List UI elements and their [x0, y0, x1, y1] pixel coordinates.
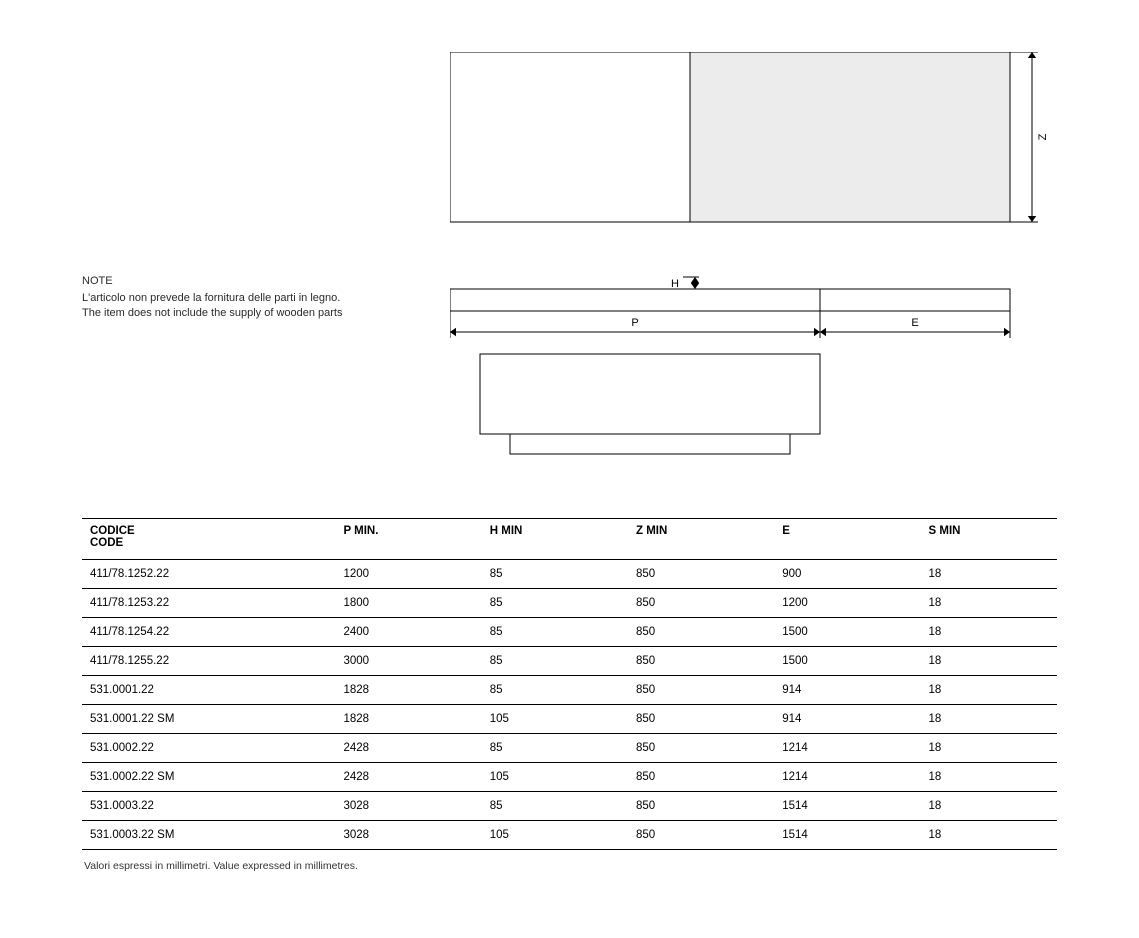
table-cell: 1500: [774, 618, 920, 647]
col-header-0: CODICECODE: [82, 519, 336, 560]
table-footnote: Valori espressi in millimetri. Value exp…: [82, 860, 1057, 872]
table-cell: 1214: [774, 763, 920, 792]
col-header-5: S MIN: [921, 519, 1058, 560]
table-cell: 2400: [336, 618, 482, 647]
note-line-en: The item does not include the supply of …: [82, 306, 343, 321]
table-cell: 2428: [336, 734, 482, 763]
table-cell: 531.0003.22 SM: [82, 821, 336, 850]
table-cell: 18: [921, 647, 1058, 676]
table-row: 411/78.1254.22240085850150018: [82, 618, 1057, 647]
table-row: 531.0002.22 SM2428105850121418: [82, 763, 1057, 792]
table-row: 531.0001.2218288585091418: [82, 676, 1057, 705]
table-cell: 900: [774, 560, 920, 589]
technical-diagram: Z H P E: [450, 52, 1070, 457]
table-cell: 531.0002.22 SM: [82, 763, 336, 792]
table-row: 531.0001.22 SM182810585091418: [82, 705, 1057, 734]
table-cell: 1200: [336, 560, 482, 589]
table-row: 411/78.1255.22300085850150018: [82, 647, 1057, 676]
table-cell: 531.0001.22: [82, 676, 336, 705]
table-cell: 85: [482, 560, 628, 589]
table-cell: 850: [628, 792, 774, 821]
table-cell: 850: [628, 821, 774, 850]
table-cell: 1500: [774, 647, 920, 676]
table-cell: 1514: [774, 792, 920, 821]
col-header-2: H MIN: [482, 519, 628, 560]
note-heading: NOTE: [82, 274, 343, 289]
table-cell: 18: [921, 705, 1058, 734]
spec-table-head: CODICECODEP MIN.H MINZ MINES MIN: [82, 519, 1057, 560]
table-cell: 1214: [774, 734, 920, 763]
table-cell: 914: [774, 676, 920, 705]
table-cell: 850: [628, 676, 774, 705]
table-cell: 85: [482, 647, 628, 676]
table-cell: 1828: [336, 705, 482, 734]
table-cell: 18: [921, 589, 1058, 618]
table-cell: 850: [628, 560, 774, 589]
table-cell: 531.0003.22: [82, 792, 336, 821]
table-cell: 105: [482, 821, 628, 850]
spec-table-wrap: CODICECODEP MIN.H MINZ MINES MIN 411/78.…: [82, 518, 1057, 872]
table-row: 411/78.1253.22180085850120018: [82, 589, 1057, 618]
note-line-it: L'articolo non prevede la fornitura dell…: [82, 291, 343, 306]
table-cell: 411/78.1254.22: [82, 618, 336, 647]
table-cell: 105: [482, 763, 628, 792]
table-row: 411/78.1252.2212008585090018: [82, 560, 1057, 589]
table-cell: 411/78.1253.22: [82, 589, 336, 618]
table-cell: 1200: [774, 589, 920, 618]
table-cell: 18: [921, 560, 1058, 589]
table-cell: 850: [628, 763, 774, 792]
table-cell: 1514: [774, 821, 920, 850]
svg-text:Z: Z: [1037, 133, 1049, 140]
table-cell: 18: [921, 763, 1058, 792]
page: NOTE L'articolo non prevede la fornitura…: [0, 0, 1139, 938]
table-cell: 18: [921, 734, 1058, 763]
table-cell: 85: [482, 618, 628, 647]
table-cell: 18: [921, 792, 1058, 821]
svg-text:E: E: [911, 317, 918, 329]
col-header-3: Z MIN: [628, 519, 774, 560]
table-cell: 18: [921, 676, 1058, 705]
svg-text:H: H: [671, 278, 679, 290]
table-row: 531.0003.22 SM3028105850151418: [82, 821, 1057, 850]
table-cell: 3028: [336, 821, 482, 850]
table-cell: 3000: [336, 647, 482, 676]
table-cell: 850: [628, 589, 774, 618]
table-cell: 85: [482, 676, 628, 705]
table-cell: 2428: [336, 763, 482, 792]
table-cell: 411/78.1252.22: [82, 560, 336, 589]
table-row: 531.0002.22242885850121418: [82, 734, 1057, 763]
table-cell: 914: [774, 705, 920, 734]
table-cell: 850: [628, 734, 774, 763]
table-cell: 85: [482, 734, 628, 763]
table-cell: 411/78.1255.22: [82, 647, 336, 676]
col-header-4: E: [774, 519, 920, 560]
table-cell: 850: [628, 647, 774, 676]
table-cell: 18: [921, 821, 1058, 850]
table-cell: 105: [482, 705, 628, 734]
table-cell: 531.0001.22 SM: [82, 705, 336, 734]
table-row: 531.0003.22302885850151418: [82, 792, 1057, 821]
diagram-svg: Z H P E: [450, 52, 1070, 462]
table-cell: 850: [628, 705, 774, 734]
note-block: NOTE L'articolo non prevede la fornitura…: [82, 274, 343, 321]
table-cell: 85: [482, 792, 628, 821]
table-cell: 1800: [336, 589, 482, 618]
table-cell: 1828: [336, 676, 482, 705]
table-cell: 18: [921, 618, 1058, 647]
col-header-1: P MIN.: [336, 519, 482, 560]
table-cell: 850: [628, 618, 774, 647]
table-cell: 85: [482, 589, 628, 618]
table-cell: 531.0002.22: [82, 734, 336, 763]
svg-text:P: P: [631, 317, 638, 329]
spec-table-body: 411/78.1252.2212008585090018411/78.1253.…: [82, 560, 1057, 850]
spec-table: CODICECODEP MIN.H MINZ MINES MIN 411/78.…: [82, 518, 1057, 850]
table-cell: 3028: [336, 792, 482, 821]
